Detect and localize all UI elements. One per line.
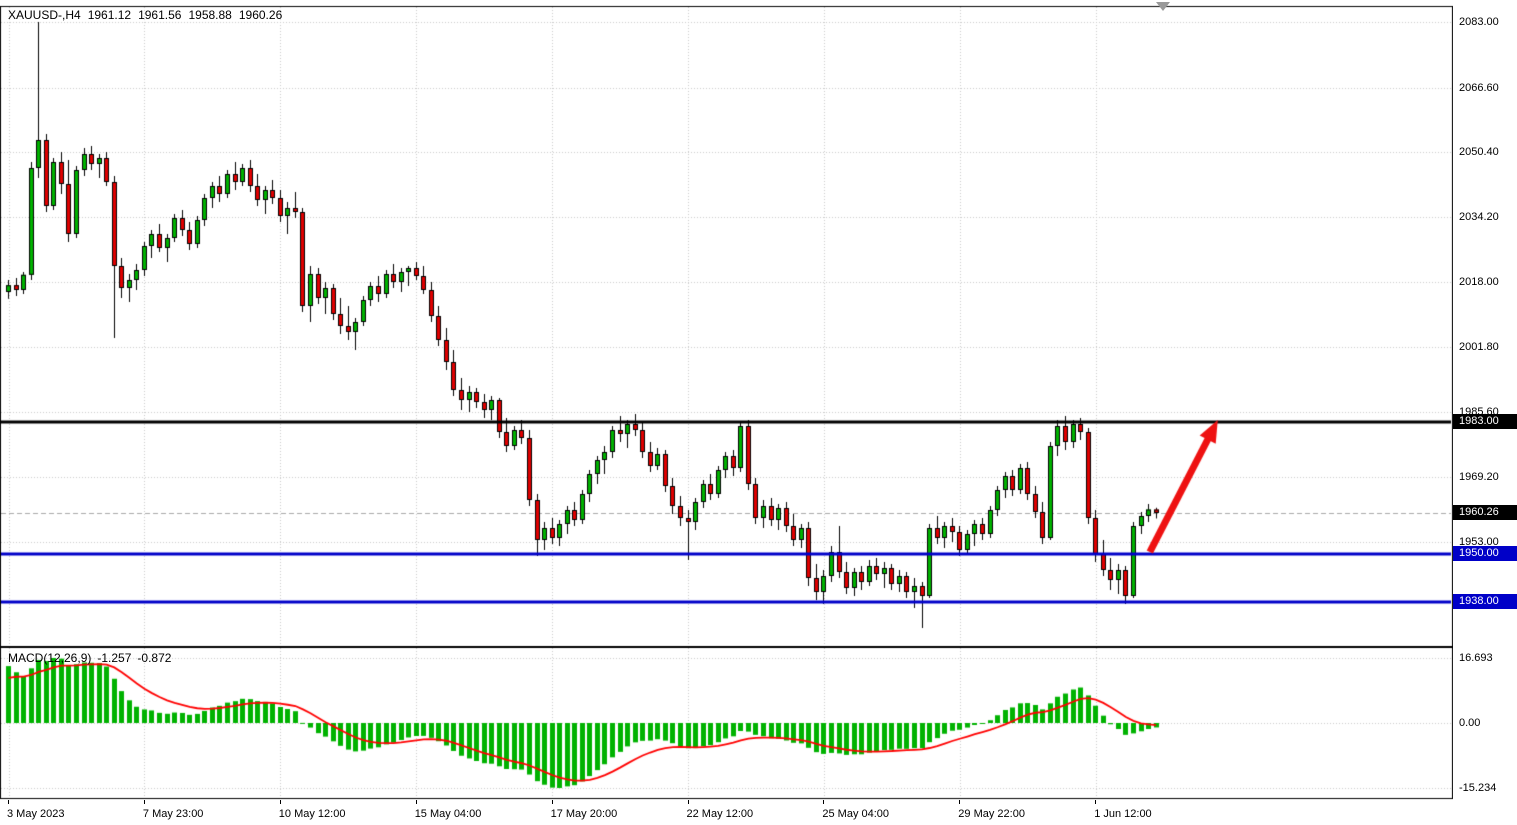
chart-shift-marker-icon[interactable]: [1156, 2, 1170, 11]
time-axis-tickmark: [823, 800, 824, 804]
time-axis-label: 25 May 04:00: [822, 808, 890, 820]
quote-close: 1960.26: [238, 8, 283, 22]
time-axis-label: 7 May 23:00: [142, 808, 204, 820]
price-badge-1950.00: 1950.00: [1453, 546, 1517, 561]
macd-signal-value: -0.872: [137, 651, 172, 665]
quote-low: 1958.88: [188, 8, 232, 22]
price-badge-1960.26: 1960.26: [1453, 504, 1517, 520]
time-axis-tickmark: [959, 800, 960, 804]
macd-indicator-canvas[interactable]: [0, 647, 1453, 800]
macd-title: MACD(12,26,9): [8, 651, 92, 665]
macd-axis-tick: 0.00: [1459, 717, 1481, 729]
time-axis-tickmark: [8, 800, 9, 804]
time-axis-tickmark: [416, 800, 417, 804]
symbol-period-label: XAUUSD-,H4: [8, 8, 81, 22]
price-axis-tick: 1969.20: [1459, 471, 1499, 484]
macd-axis-tick: -15.234: [1459, 782, 1497, 794]
quote-high: 1961.56: [138, 8, 182, 22]
price-axis-tick: 2001.80: [1459, 340, 1499, 353]
time-axis-label: 17 May 20:00: [550, 808, 618, 820]
time-axis-label: 3 May 2023: [7, 808, 65, 820]
time-axis-label: 1 Jun 12:00: [1094, 808, 1152, 820]
price-axis-tick: 2018.00: [1459, 276, 1499, 288]
time-axis[interactable]: 3 May 2023 7 May 23:00 10 May 12:00 15 May …: [0, 800, 1453, 825]
time-axis-tickmark: [688, 800, 689, 804]
macd-main-value: -1.257: [97, 651, 132, 665]
time-axis-tickmark: [552, 800, 553, 804]
macd-indicator-readout: MACD(12,26,9) -1.257 -0.872: [8, 651, 177, 665]
price-axis-tick: 2034.20: [1459, 211, 1499, 224]
price-badge-1938.00: 1938.00: [1453, 594, 1517, 609]
time-axis-label: 15 May 04:00: [414, 808, 482, 820]
price-axis-tick: 2050.40: [1459, 146, 1499, 159]
time-axis-label: 10 May 12:00: [278, 808, 346, 820]
symbol-ohlc-readout: XAUUSD-,H4 1961.12 1961.56 1958.88 1960.26: [8, 8, 289, 22]
price-axis-tick: 2083.00: [1459, 16, 1499, 28]
price-axis-tick: 2066.60: [1459, 81, 1499, 94]
macd-axis-tick: 16.693: [1459, 652, 1493, 664]
price-badge-1983.00: 1983.00: [1453, 414, 1517, 429]
price-chart-canvas[interactable]: [0, 0, 1453, 647]
time-axis-label: 29 May 22:00: [958, 808, 1025, 820]
time-axis-label: 22 May 12:00: [686, 808, 754, 820]
time-axis-tickmark: [280, 800, 281, 804]
price-axis[interactable]: 2083.00 2066.60 2050.40 2034.20 2018.00 2001.…: [1453, 0, 1517, 825]
quote-open: 1961.12: [87, 8, 132, 22]
price-axis-tick: 1953.00: [1459, 536, 1499, 548]
time-axis-tickmark: [1095, 800, 1096, 804]
time-axis-tickmark: [144, 800, 145, 804]
